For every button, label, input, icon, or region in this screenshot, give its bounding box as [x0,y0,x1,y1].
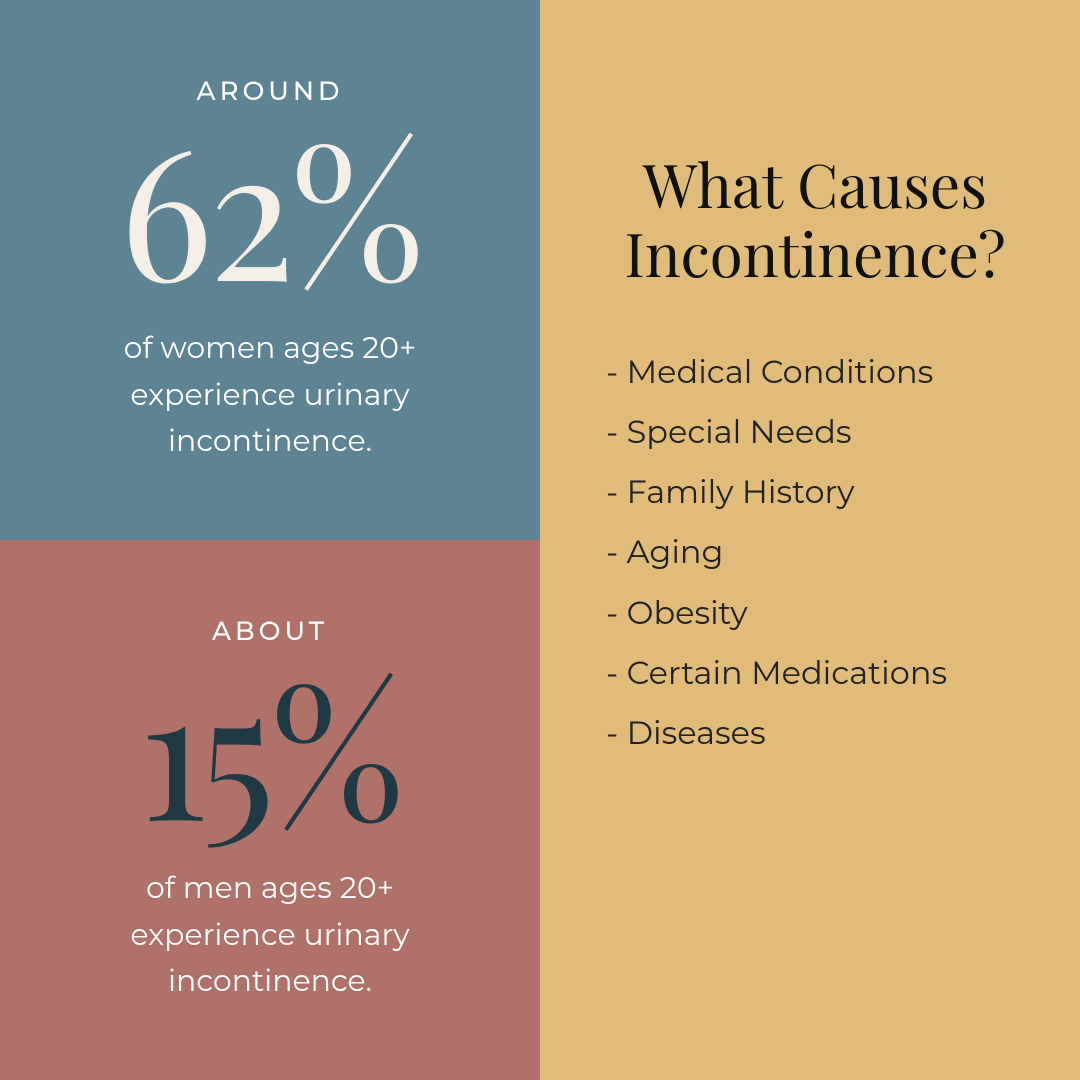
stat-desc-women: of women ages 20+ experience urinary inc… [60,325,480,465]
stat-value-men: 15% [140,657,401,837]
title-line-1: What Causes [643,144,987,224]
stat-desc-men: of men ages 20+ experience urinary incon… [60,865,480,1005]
title-line-2: Incontinence? [624,213,1005,293]
list-item: Special Needs [606,403,1030,463]
causes-title: What Causes Incontinence? [600,150,1030,288]
stat-panel-women: AROUND 62% of women ages 20+ experience … [0,0,540,540]
list-item: Medical Conditions [606,343,1030,403]
list-item: Diseases [606,704,1030,764]
stat-panel-men: ABOUT 15% of men ages 20+ experience uri… [0,540,540,1080]
causes-list: Medical Conditions Special Needs Family … [600,343,1030,764]
left-column: AROUND 62% of women ages 20+ experience … [0,0,540,1080]
right-column: What Causes Incontinence? Medical Condit… [540,0,1080,1080]
list-item: Family History [606,463,1030,523]
list-item: Aging [606,523,1030,583]
list-item: Certain Medications [606,644,1030,704]
list-item: Obesity [606,584,1030,644]
stat-value-women: 62% [120,117,421,297]
